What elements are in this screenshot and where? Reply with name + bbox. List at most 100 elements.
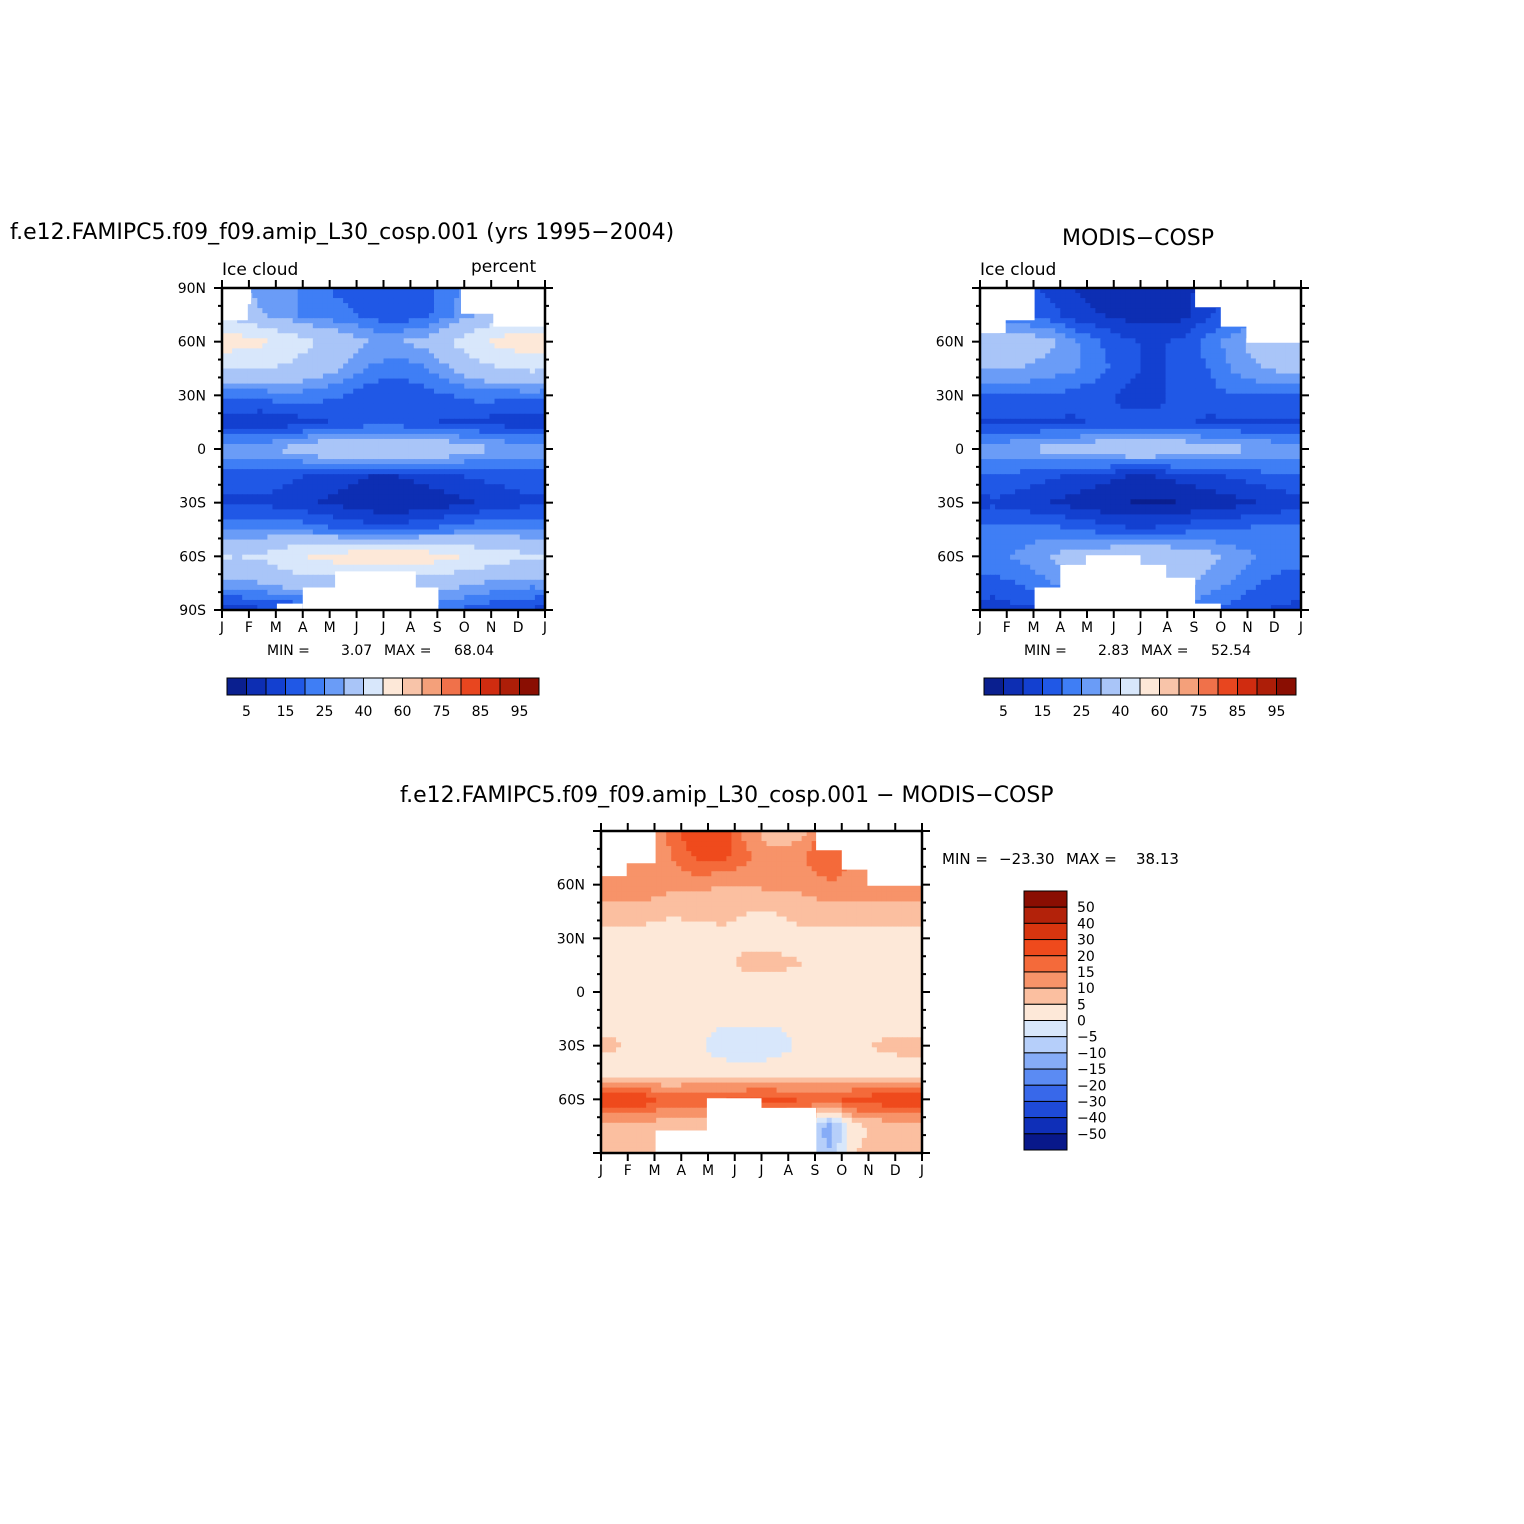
heatmap-cell (368, 539, 375, 546)
heatmap-cell (383, 524, 390, 531)
heatmap-cell (327, 494, 334, 500)
heatmap-cell (479, 323, 486, 329)
heatmap-cell (519, 474, 526, 480)
heatmap-cell (449, 454, 455, 460)
heatmap-cell (514, 509, 521, 516)
heatmap-cell (272, 559, 279, 566)
heatmap-cell (1085, 343, 1091, 349)
heatmap-cell (257, 569, 263, 576)
heatmap-cell (464, 524, 470, 531)
heatmap-cell (413, 388, 420, 395)
heatmap-cell (227, 464, 233, 470)
heatmap-cell (247, 579, 253, 586)
heatmap-cell (423, 328, 430, 334)
heatmap-cell (444, 358, 450, 365)
heatmap-cell (272, 388, 279, 395)
heatmap-cell (504, 358, 511, 365)
heatmap-cell (247, 318, 253, 324)
heatmap-cell (1070, 288, 1076, 294)
heatmap-cell (1200, 328, 1207, 334)
heatmap-cell (433, 459, 440, 465)
heatmap-cell (1005, 343, 1011, 349)
heatmap-cell (1190, 308, 1197, 314)
heatmap-cell (252, 303, 258, 309)
heatmap-cell (307, 459, 314, 465)
heatmap-cell (403, 383, 410, 390)
heatmap-cell (519, 378, 526, 385)
heatmap-cell (449, 544, 455, 551)
heatmap-cell (322, 569, 329, 576)
heatmap-cell (469, 378, 475, 385)
heatmap-cell (413, 474, 420, 480)
heatmap-cell (333, 393, 339, 400)
heatmap-cell (257, 509, 263, 516)
heatmap-cell (277, 388, 284, 395)
heatmap-cell (363, 303, 369, 309)
heatmap-cell (509, 428, 516, 435)
heatmap-cell (484, 338, 491, 344)
heatmap-cell (484, 438, 491, 445)
heatmap-cell (413, 318, 420, 324)
heatmap-cell (363, 564, 369, 571)
heatmap-cell (524, 539, 531, 546)
heatmap-cell (1150, 313, 1157, 319)
heatmap-cell (504, 489, 511, 495)
heatmap-cell (529, 469, 536, 475)
heatmap-cell (232, 418, 238, 425)
heatmap-cell (368, 373, 375, 380)
heatmap-cell (459, 519, 465, 526)
heatmap-cell (333, 469, 339, 475)
heatmap-cell (474, 489, 480, 495)
heatmap-cell (479, 484, 486, 490)
heatmap-cell (227, 398, 233, 405)
heatmap-cell (317, 418, 324, 425)
heatmap-cell (277, 383, 284, 390)
heatmap-cell (1140, 343, 1147, 349)
heatmap-cell (469, 504, 475, 510)
heatmap-cell (222, 383, 228, 390)
heatmap-cell (272, 564, 279, 571)
heatmap-cell (272, 574, 279, 581)
heatmap-cell (433, 328, 440, 334)
heatmap-cell (383, 338, 390, 344)
heatmap-cell (302, 494, 309, 500)
heatmap-cell (504, 474, 511, 480)
heatmap-cell (353, 524, 359, 531)
heatmap-cell (1225, 328, 1232, 334)
heatmap-cell (519, 383, 526, 390)
heatmap-cell (459, 443, 465, 450)
heatmap-cell (464, 378, 470, 385)
heatmap-cell (277, 328, 284, 334)
heatmap-cell (494, 599, 501, 606)
heatmap-cell (373, 474, 380, 480)
heatmap-cell (514, 529, 521, 536)
heatmap-cell (277, 313, 284, 319)
heatmap-cell (262, 288, 269, 294)
heatmap-cell (1060, 348, 1066, 355)
heatmap-cell (383, 554, 390, 561)
heatmap-cell (474, 378, 480, 385)
heatmap-cell (363, 348, 369, 355)
heatmap-cell (469, 343, 475, 349)
heatmap-cell (373, 383, 380, 390)
heatmap-cell (524, 484, 531, 490)
heatmap-cell (408, 368, 415, 375)
heatmap-cell (433, 554, 440, 561)
heatmap-cell (524, 489, 531, 495)
heatmap-cell (317, 313, 324, 319)
heatmap-cell (292, 303, 299, 309)
heatmap-cell (454, 363, 460, 370)
heatmap-cell (267, 348, 274, 355)
heatmap-cell (297, 559, 304, 566)
heatmap-cell (378, 529, 385, 536)
heatmap-cell (232, 459, 238, 465)
heatmap-cell (363, 313, 369, 319)
heatmap-cell (393, 554, 400, 561)
heatmap-cell (529, 519, 536, 526)
heatmap-cell (358, 348, 364, 355)
heatmap-cell (358, 524, 364, 531)
heatmap-cell (287, 393, 294, 400)
heatmap-cell (338, 418, 344, 425)
heatmap-cell (418, 494, 425, 500)
heatmap-cell (333, 514, 339, 521)
